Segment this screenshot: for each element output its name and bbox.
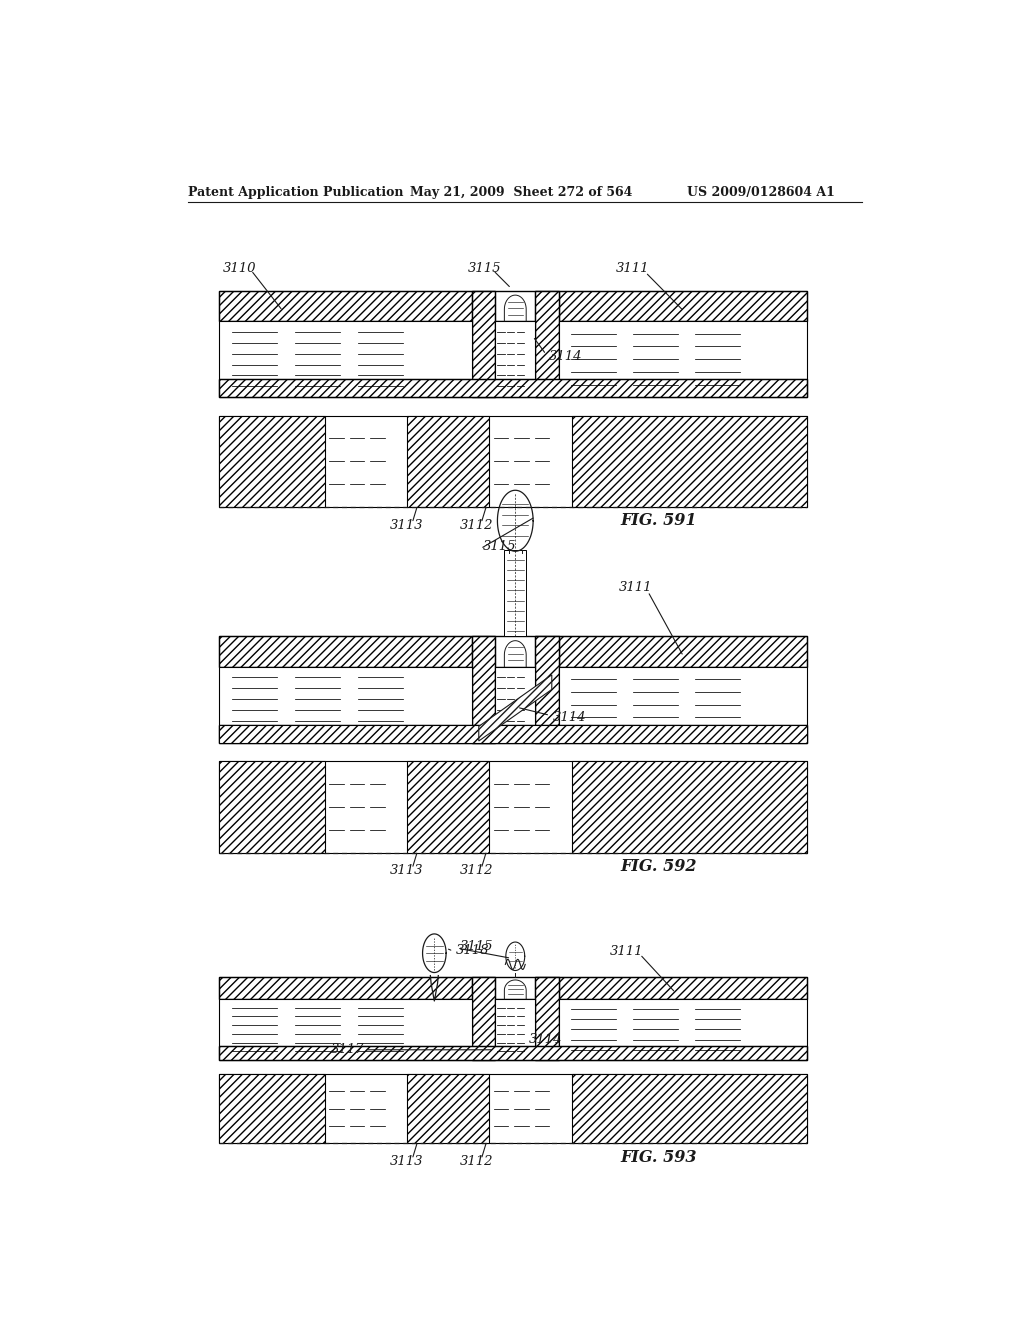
Bar [219,1074,325,1143]
Bar [219,416,807,507]
Text: 3114: 3114 [549,350,582,363]
Text: 3115: 3115 [482,540,516,553]
Bar [472,977,496,1060]
Bar [219,379,807,397]
Bar [536,290,559,397]
Text: 3114: 3114 [528,1034,562,1047]
Text: 3113: 3113 [390,865,423,878]
Bar [559,999,807,1060]
Text: 3112: 3112 [460,519,494,532]
Bar [219,1074,807,1143]
Bar [496,999,536,1060]
Text: 3115: 3115 [468,261,501,275]
Bar [571,762,807,853]
Bar [219,636,472,667]
Bar [219,1045,807,1060]
Bar [496,321,536,397]
Text: 3111: 3111 [609,945,643,958]
Bar [536,977,559,1060]
Bar [219,762,807,853]
Text: 3111: 3111 [618,581,652,594]
Text: 3114: 3114 [553,711,586,723]
Text: FIG. 591: FIG. 591 [620,512,696,529]
Bar [219,762,325,853]
Bar [219,667,472,743]
Text: Patent Application Publication: Patent Application Publication [187,186,403,199]
Bar [219,999,472,1060]
Text: FIG. 593: FIG. 593 [620,1148,696,1166]
Bar [472,636,496,743]
Bar [536,977,559,1060]
Bar [219,379,807,397]
Bar [472,977,496,1060]
Text: 3110: 3110 [222,261,256,275]
Bar [472,290,496,397]
Text: 3118: 3118 [456,944,489,957]
Text: 3115: 3115 [460,940,494,953]
Bar [219,321,472,397]
Text: FIG. 592: FIG. 592 [620,858,696,875]
Bar [559,667,807,743]
Bar [472,290,496,397]
Bar [536,636,559,743]
Text: 3112: 3112 [460,1155,494,1168]
Bar [219,290,807,321]
Text: 3113: 3113 [390,519,423,532]
Text: May 21, 2009  Sheet 272 of 564: May 21, 2009 Sheet 272 of 564 [410,186,632,199]
Bar [219,416,325,507]
Bar [219,636,807,667]
Bar [219,977,472,999]
Bar [408,1074,489,1143]
Text: 3111: 3111 [616,261,649,275]
Polygon shape [479,675,552,741]
Bar [219,725,807,743]
Bar [408,416,489,507]
Bar [571,1074,807,1143]
Bar [559,321,807,397]
Text: 3113: 3113 [390,1155,423,1168]
Bar [219,977,807,999]
Text: US 2009/0128604 A1: US 2009/0128604 A1 [687,186,836,199]
Text: 3117: 3117 [331,1043,364,1056]
Bar [559,290,807,321]
Bar [472,636,496,743]
Bar [219,290,472,321]
Bar [571,416,807,507]
Bar [496,667,536,743]
Bar [219,725,807,743]
Bar [559,977,807,999]
Text: 3112: 3112 [460,865,494,878]
Bar [408,762,489,853]
Bar [536,290,559,397]
Bar [536,636,559,743]
Bar [219,1045,807,1060]
Bar [505,549,526,636]
Bar [559,636,807,667]
